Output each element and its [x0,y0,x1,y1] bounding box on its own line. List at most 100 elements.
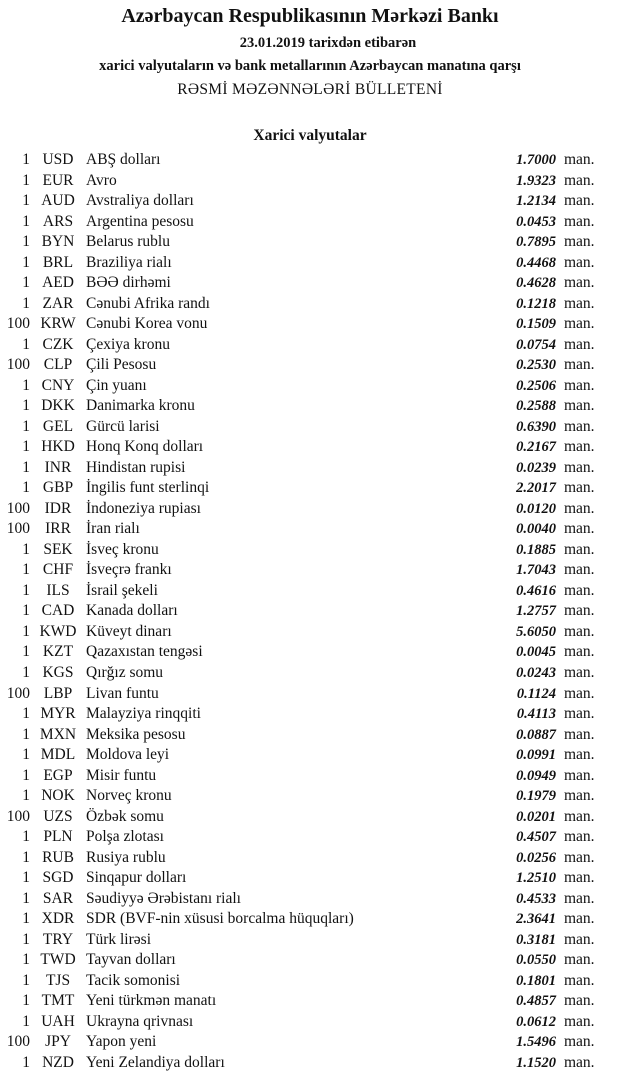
unit-label: man. [564,828,595,846]
rate-row: 1 MXN Meksika pesosu 0.0887 man. [0,725,620,745]
rate-row: 100 UZS Özbək somu 0.0201 man. [0,807,620,827]
currency-name: Norveç kronu [86,787,172,805]
unit-label: man. [564,1012,595,1030]
currency-name: Malayziya rinqqiti [86,705,201,723]
nominal: 1 [22,233,30,251]
rate-row: 1 CZK Çexiya kronu 0.0754 man. [0,335,620,355]
nominal: 100 [6,807,30,825]
unit-label: man. [564,643,595,661]
unit-label: man. [564,1033,595,1051]
nominal: 100 [6,315,30,333]
nominal: 1 [22,664,30,681]
rate-value: 0.0243 [516,665,556,681]
rate-value: 1.7000 [516,152,556,168]
rate-row: 1 UAH Ukrayna qrivnası 0.0612 man. [0,1012,620,1032]
rate-row: 1 CHF İsveçrə frankı 1.7043 man. [0,560,620,580]
nominal: 1 [22,602,30,620]
nominal: 1 [22,910,30,928]
rate-value: 1.7043 [516,562,556,579]
currency-name: Polşa zlotası [86,828,164,846]
rate-value: 5.6050 [516,623,556,640]
unit-label: man. [564,746,595,764]
rate-row: 1 CAD Kanada dolları 1.2757 man. [0,601,620,621]
unit-label: man. [564,458,595,476]
currency-name: ABŞ dolları [86,151,161,168]
currency-code: IRR [45,520,71,538]
currency-name: Ukrayna qrivnası [86,1012,194,1030]
rate-row: 1 SAR Səudiyyə Ərəbistanı rialı 0.4533 man. [0,889,620,909]
rate-row: 1 NOK Norveç kronu 0.1979 man. [0,786,620,806]
rate-row: 1 ARS Argentina pesosu 0.0453 man. [0,212,620,232]
rate-row: 1 ILS İsrail şekeli 0.4616 man. [0,581,620,601]
unit-label: man. [564,294,595,312]
rate-row: 1 TWD Tayvan dolları 0.0550 man. [0,950,620,970]
currency-name: Qırğız somu [86,664,164,681]
unit-label: man. [564,499,595,517]
rate-value: 0.4533 [516,890,556,907]
nominal: 1 [22,705,30,723]
currency-code: UZS [43,807,73,825]
currency-name: Meksika pesosu [86,725,186,743]
rate-value: 0.7895 [516,234,556,251]
rate-value: 0.0256 [516,849,556,866]
rate-row: 1 INR Hindistan rupisi 0.0239 man. [0,458,620,478]
rate-row: 100 IDR İndoneziya rupiası 0.0120 man. [0,499,620,519]
rate-row: 1 BRL Braziliya rialı 0.4468 man. [0,253,620,273]
unit-label: man. [564,438,595,456]
rate-row: 1 SGD Sinqapur dolları 1.2510 man. [0,868,620,888]
currency-code: TMT [41,992,75,1010]
unit-label: man. [564,561,595,579]
currency-name: Çili Pesosu [86,356,157,374]
rate-row: 1 KZT Qazaxıstan tengəsi 0.0045 man. [0,642,620,662]
rate-row: 100 IRR İran rialı 0.0040 man. [0,519,620,539]
currency-name: Livan funtu [86,684,159,702]
currency-name: Braziliya rialı [86,253,172,271]
nominal: 1 [22,335,30,353]
rate-row: 1 XDR SDR (BVF-nin xüsusi borcalma hüquqla… [0,909,620,929]
rate-value: 0.0949 [516,767,556,784]
nominal: 1 [22,417,30,435]
currency-code: CHF [42,561,74,579]
rate-value: 0.0239 [516,459,556,476]
rate-row: 1 KWD Küveyt dinarı 5.6050 man. [0,622,620,642]
currency-code: TJS [45,971,71,989]
currency-code: KRW [40,315,76,333]
unit-label: man. [564,930,595,948]
unit-label: man. [564,787,595,805]
nominal: 1 [22,212,30,230]
currency-name: Səudiyyə Ərəbistanı rialı [86,889,241,907]
currency-code: NOK [41,787,75,805]
unit-label: man. [564,705,595,723]
unit-label: man. [564,192,595,210]
rate-value: 0.0045 [516,644,556,661]
unit-label: man. [564,951,595,969]
currency-code: KGS [42,664,74,681]
nominal: 1 [22,192,30,210]
unit-label: man. [564,869,595,887]
currency-code: ILS [46,581,70,599]
unit-label: man. [564,233,595,251]
currency-name: İsveç kronu [86,540,159,558]
nominal: 1 [22,766,30,784]
rate-row: 1 TJS Tacik somonisi 0.1801 man. [0,971,620,991]
nominal: 1 [22,438,30,456]
rate-value: 0.4113 [516,706,556,723]
unit-label: man. [564,397,595,415]
unit-label: man. [564,274,595,292]
rate-value: 0.4628 [516,275,556,292]
currency-code: MXN [39,725,77,743]
rate-row: 1 TRY Türk lirəsi 0.3181 man. [0,930,620,950]
unit-label: man. [564,479,595,497]
currency-code: MDL [40,746,76,764]
nominal: 1 [22,1012,30,1030]
nominal: 100 [6,684,30,702]
rate-value: 0.1979 [516,788,556,805]
rate-row: 1 EGP Misir funtu 0.0949 man. [0,766,620,786]
rate-value: 0.0040 [516,521,556,538]
unit-label: man. [564,622,595,640]
rate-value: 1.1520 [516,1054,556,1071]
currency-name: Hindistan rupisi [86,458,186,476]
currency-code: RUB [42,848,74,866]
effective-date: 23.01.2019 tarixdən etibarən [239,35,417,51]
currency-name: Özbək somu [86,807,164,825]
